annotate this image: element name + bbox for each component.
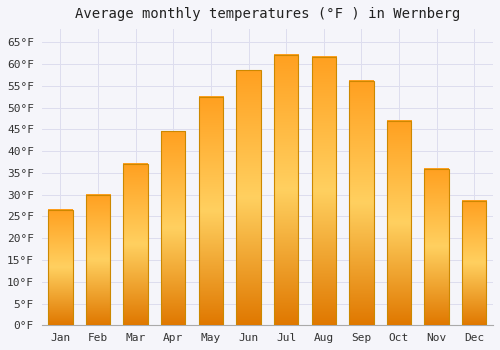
Bar: [48, 210, 72, 326]
Bar: [124, 164, 148, 326]
Bar: [274, 55, 298, 326]
Bar: [161, 132, 186, 326]
Bar: [236, 70, 260, 326]
Title: Average monthly temperatures (°F ) in Wernberg: Average monthly temperatures (°F ) in We…: [74, 7, 460, 21]
Bar: [387, 121, 411, 326]
Bar: [424, 168, 449, 326]
Bar: [86, 195, 110, 326]
Bar: [312, 57, 336, 326]
Bar: [198, 97, 223, 326]
Bar: [349, 81, 374, 326]
Bar: [462, 201, 486, 326]
